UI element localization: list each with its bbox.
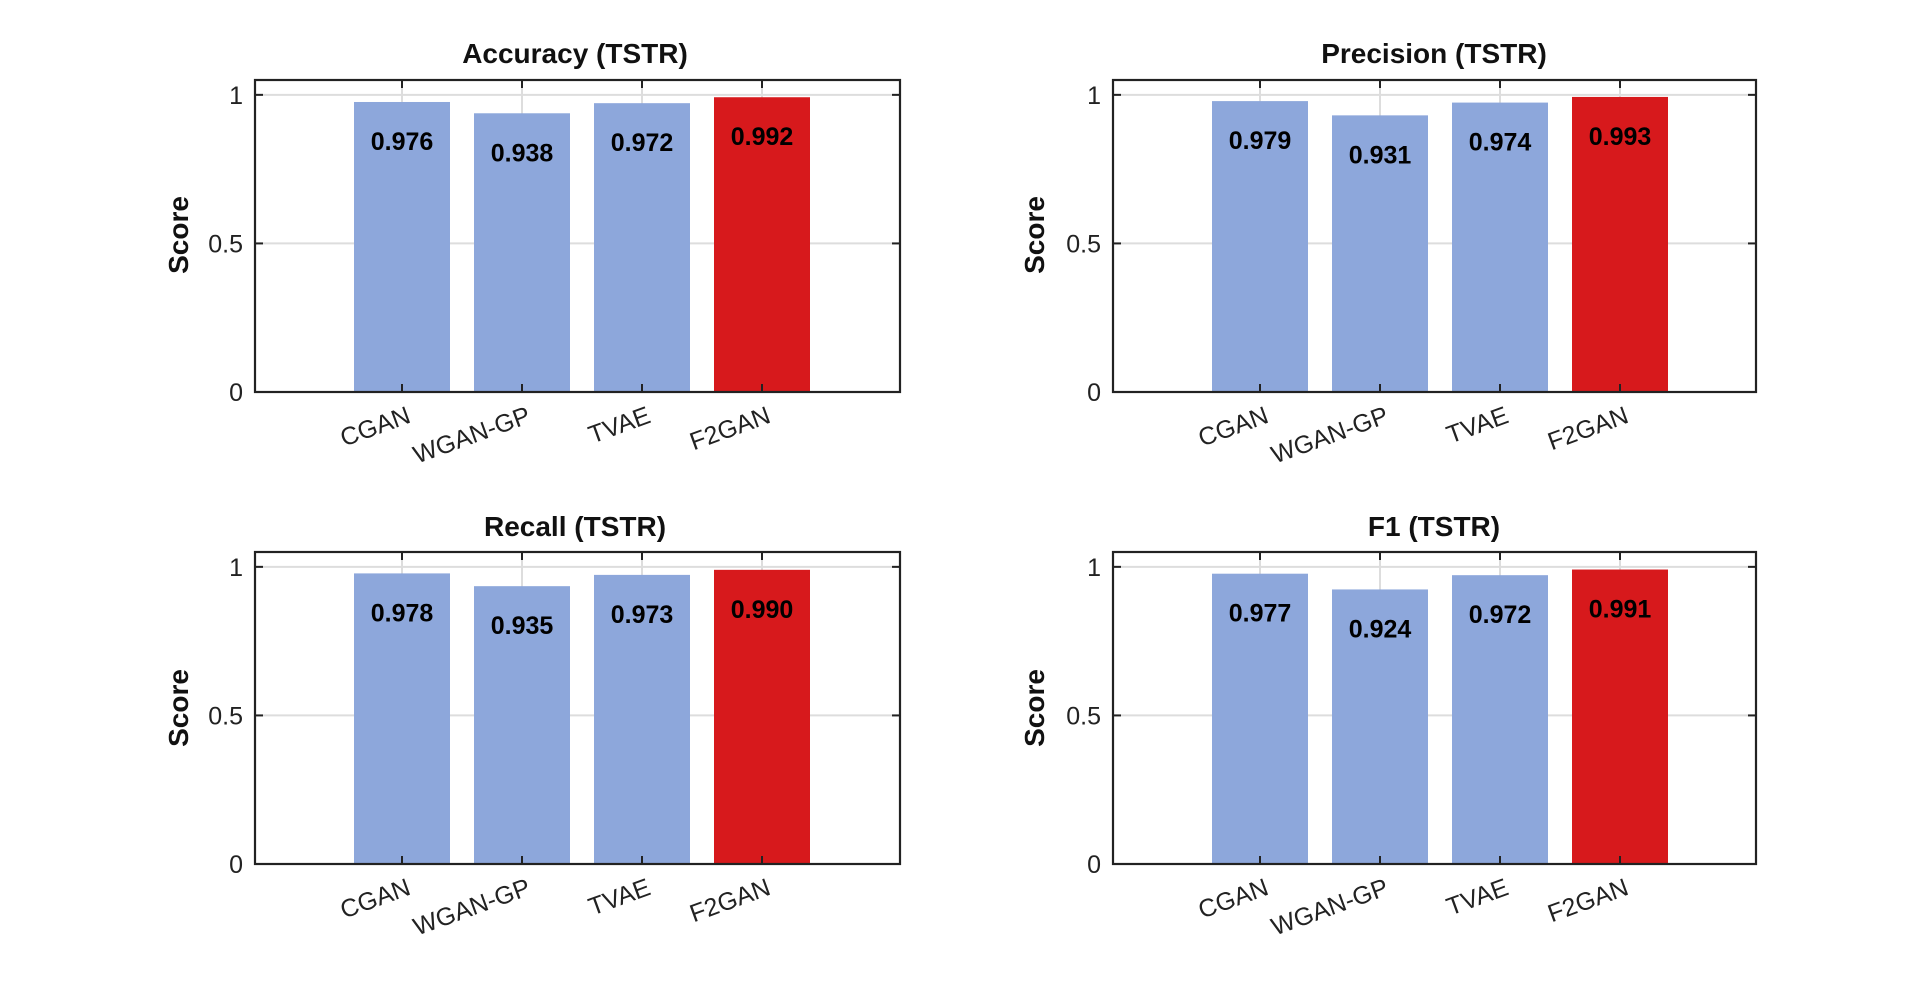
y-tick-label: 0.5 <box>208 702 243 730</box>
bar-value-label: 0.938 <box>491 139 554 167</box>
bar-value-label: 0.976 <box>371 128 434 156</box>
y-tick-label: 1 <box>1087 554 1101 582</box>
y-axis-label: Score <box>1019 196 1050 274</box>
bar-wgan-gp <box>1332 115 1428 393</box>
chart-recall: Recall (TSTR) Score 0.978 0.935 0.973 0.990… <box>163 511 902 941</box>
y-axis-label: Score <box>163 669 194 747</box>
x-tick-label: F2GAN <box>1544 873 1632 928</box>
chart-title: Recall (TSTR) <box>484 511 666 542</box>
x-tick-label: F2GAN <box>686 401 774 456</box>
bar-f2gan <box>714 97 810 392</box>
x-tick-label: TVAE <box>585 873 654 921</box>
bar-wgan-gp <box>1332 589 1428 864</box>
bar-value-label: 0.977 <box>1229 600 1292 628</box>
bar-tvae <box>1452 102 1548 392</box>
y-axis-label: Score <box>163 196 194 274</box>
bar-value-label: 0.979 <box>1229 127 1292 155</box>
y-tick-label: 0 <box>1087 851 1101 879</box>
bar-value-label: 0.972 <box>1469 601 1532 629</box>
bar-value-label: 0.978 <box>371 599 434 627</box>
bar-value-label: 0.992 <box>731 123 794 151</box>
x-tick-label: WGAN-GP <box>410 873 534 941</box>
y-tick-label: 1 <box>229 82 243 110</box>
y-tick-label: 0.5 <box>1066 230 1101 258</box>
y-tick-label: 0 <box>229 379 243 407</box>
plot-frame <box>1111 78 1758 394</box>
y-tick-label: 0 <box>229 851 243 879</box>
bar-tvae <box>594 574 690 864</box>
bar-cgan <box>354 101 450 392</box>
bar-tvae <box>1452 575 1548 864</box>
y-axis-label: Score <box>1019 669 1050 747</box>
bar-f2gan <box>714 569 810 864</box>
bar-value-label: 0.991 <box>1589 596 1652 624</box>
chart-f1: F1 (TSTR) Score 0.977 0.924 0.972 0.991 0 0.5… <box>1019 511 1758 941</box>
bar-value-label: 0.972 <box>611 129 674 157</box>
y-tick-label: 0.5 <box>1066 702 1101 730</box>
chart-accuracy: Accuracy (TSTR) Score 0.976 0.938 0.972 0.9… <box>163 38 902 469</box>
x-tick-label: F2GAN <box>686 873 774 928</box>
plot-frame <box>253 78 902 394</box>
bar-value-label: 0.990 <box>731 596 794 624</box>
bar-f2gan <box>1572 569 1668 864</box>
x-tick-label: TVAE <box>1443 873 1512 921</box>
bar-cgan <box>1212 573 1308 864</box>
x-tick-label: CGAN <box>1195 401 1272 452</box>
x-tick-label: WGAN-GP <box>410 401 534 469</box>
bar-value-label: 0.931 <box>1349 141 1412 169</box>
x-tick-label: TVAE <box>1443 401 1512 449</box>
y-tick-label: 1 <box>1087 82 1101 110</box>
x-tick-label: CGAN <box>337 873 414 924</box>
bar-value-label: 0.973 <box>611 601 674 629</box>
bar-wgan-gp <box>474 586 570 864</box>
y-tick-label: 0.5 <box>208 230 243 258</box>
chart-title: Accuracy (TSTR) <box>462 38 688 69</box>
bar-wgan-gp <box>474 113 570 392</box>
bar-f2gan <box>1572 96 1668 393</box>
y-tick-label: 0 <box>1087 379 1101 407</box>
bar-value-label: 0.974 <box>1469 129 1532 157</box>
bar-cgan <box>354 573 450 864</box>
x-tick-label: CGAN <box>1195 873 1272 924</box>
plot-frame <box>1111 550 1758 866</box>
bar-value-label: 0.993 <box>1589 123 1652 151</box>
chart-precision: Precision (TSTR) Score 0.979 0.931 0.974 0.… <box>1019 38 1758 469</box>
plot-frame <box>253 550 902 866</box>
chart-title: Precision (TSTR) <box>1321 38 1547 69</box>
bar-cgan <box>1212 101 1308 393</box>
chart-title: F1 (TSTR) <box>1368 511 1500 542</box>
x-tick-label: WGAN-GP <box>1268 873 1392 941</box>
bar-value-label: 0.924 <box>1349 615 1412 643</box>
x-tick-label: WGAN-GP <box>1268 401 1392 469</box>
bar-value-label: 0.935 <box>491 612 554 640</box>
x-tick-label: TVAE <box>585 401 654 449</box>
x-tick-label: CGAN <box>337 401 414 452</box>
x-tick-label: F2GAN <box>1544 401 1632 456</box>
y-tick-label: 1 <box>229 554 243 582</box>
bar-tvae <box>594 103 690 393</box>
